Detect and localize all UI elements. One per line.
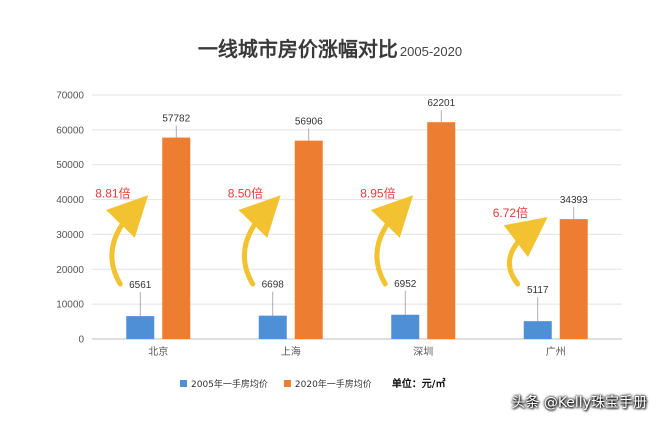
y-tick-label: 10000	[56, 300, 84, 311]
bar-2005	[391, 314, 420, 339]
growth-ratio-label: 8.50倍	[228, 186, 263, 201]
y-tick-label: 20000	[56, 265, 84, 276]
data-label-2020: 56906	[295, 117, 323, 128]
data-label-2020: 34393	[560, 195, 588, 206]
y-tick-label: 0	[78, 335, 84, 346]
growth-arrow-icon	[238, 195, 281, 287]
x-axis-category-labels: 北京 上海 深圳 广州	[148, 345, 566, 358]
bar-2005	[126, 316, 155, 339]
bar-2020	[427, 122, 456, 339]
legend-swatch	[283, 380, 291, 387]
growth-arrow-icon	[105, 195, 149, 287]
y-axis-tick-labels: 0 10000 20000 30000 40000 50000 60000 70000	[56, 91, 84, 346]
legend-label: 2005年一手房均价	[191, 378, 268, 390]
chart-title-main: 一线城市房价涨幅对比	[198, 37, 398, 61]
y-tick-label: 30000	[56, 230, 84, 241]
data-label-2005: 6561	[129, 280, 152, 291]
x-category-label: 深圳	[413, 346, 433, 358]
bar-2020	[559, 219, 588, 339]
watermark: 头条 @Kelly珠宝手册	[511, 395, 647, 411]
data-labels: 6561 57782 6698 56906 6952 62201 5117 34393	[129, 98, 588, 322]
growth-arrow-icon	[503, 216, 548, 287]
x-category-label: 上海	[281, 345, 301, 358]
y-tick-label: 70000	[56, 91, 84, 102]
growth-ratio-label: 8.81倍	[95, 186, 130, 201]
legend-label: 2020年一手房均价	[295, 378, 372, 390]
bar-2020	[294, 140, 323, 339]
data-label-2005: 6698	[262, 280, 285, 291]
y-tick-label: 40000	[56, 195, 84, 206]
bar-2005	[523, 321, 552, 339]
legend-swatch	[180, 380, 187, 387]
unit-label: 单位：元/㎡	[392, 377, 446, 390]
chart-title: 一线城市房价涨幅对比 2005-2020	[198, 37, 462, 61]
growth-arrows: 8.81倍 8.50倍 8.95倍 6.72倍	[95, 186, 548, 287]
legend: 2005年一手房均价 2020年一手房均价 单位：元/㎡	[180, 377, 445, 390]
y-tick-label: 50000	[56, 160, 84, 171]
y-tick-label: 60000	[56, 125, 84, 136]
x-category-label: 广州	[546, 346, 566, 358]
bar-2005	[258, 315, 287, 339]
data-label-2005: 6952	[394, 279, 417, 290]
bars	[126, 122, 588, 339]
growth-ratio-label: 6.72倍	[493, 205, 528, 220]
growth-ratio-label: 8.95倍	[360, 186, 395, 201]
chart-subtitle: 2005-2020	[400, 44, 462, 59]
data-label-2020: 57782	[162, 114, 190, 125]
x-category-label: 北京	[148, 345, 168, 358]
bar-2020	[162, 137, 191, 339]
data-label-2005: 5117	[527, 285, 549, 296]
data-label-2020: 62201	[427, 98, 455, 109]
growth-arrow-icon	[370, 195, 414, 287]
